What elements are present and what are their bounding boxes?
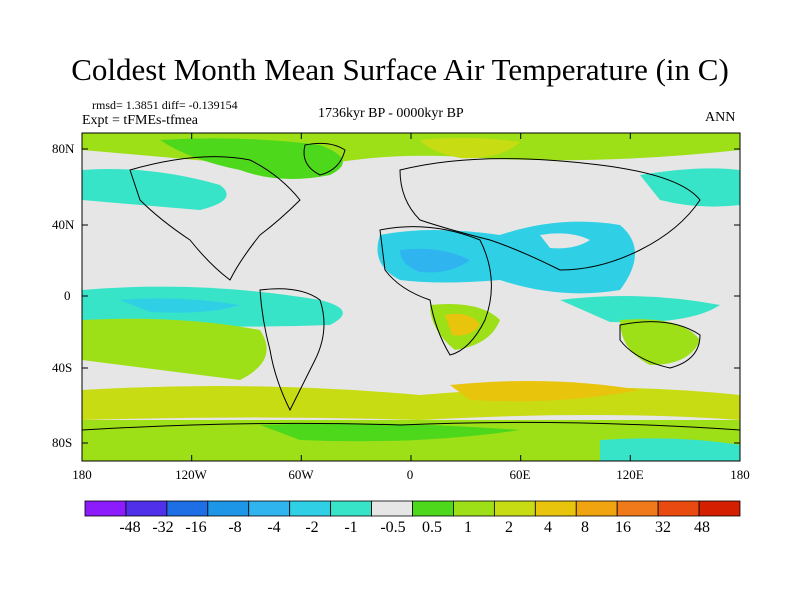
southern-africa-hotspot — [445, 313, 480, 336]
colorbar-label: 32 — [655, 519, 671, 536]
colorbar-label: -2 — [305, 519, 319, 536]
experiment-label: Expt = tFMEs-tfmea — [82, 113, 198, 128]
coastlines — [82, 142, 740, 431]
colorbar — [84, 500, 741, 517]
lat-tick-label: 40S — [52, 360, 73, 375]
colorbar-swatch — [248, 500, 291, 517]
south-america-outline — [259, 288, 325, 412]
antarctic-cold — [600, 438, 740, 461]
greenland-region — [160, 138, 343, 179]
colorbar-swatch — [657, 500, 700, 517]
colorbar-swatch — [698, 500, 741, 517]
colorbar-swatch — [125, 500, 168, 517]
north-pacific-cold — [82, 169, 227, 210]
colorbar-swatch — [207, 500, 250, 517]
colorbar-label: -8 — [228, 519, 242, 536]
west-pacific-cold — [640, 168, 740, 207]
southern-ocean-hotspot — [450, 381, 640, 402]
lat-tick-label: 40N — [52, 217, 75, 232]
season-label: ANN — [705, 110, 736, 125]
colorbar-swatch — [84, 500, 127, 517]
south-pacific-warm — [82, 318, 267, 380]
colorbar-label: 0.5 — [422, 519, 442, 536]
antarctica-outline — [82, 421, 740, 431]
colorbar-label: 2 — [505, 519, 513, 536]
greenland-outline — [303, 142, 346, 176]
eurasia-outline — [399, 158, 701, 271]
lon-tick-label: 180 — [72, 467, 92, 482]
tibet-neutral — [540, 233, 590, 249]
colorbar-swatch — [330, 500, 372, 517]
lat-tick-label: 0 — [64, 288, 71, 303]
colorbar-label: -0.5 — [380, 519, 406, 536]
colorbar-label: -48 — [119, 519, 141, 536]
lon-tick-label: 60E — [509, 467, 531, 482]
colorbar-label: -4 — [267, 519, 281, 536]
lat-tick-label: 80S — [52, 435, 73, 450]
period-label: 1736kyr BP - 0000kyr BP — [318, 106, 464, 121]
lon-tick-label: 180 — [730, 467, 750, 482]
lat-tick-label: 80N — [52, 141, 75, 156]
colorbar-label: 1 — [464, 519, 472, 536]
sahara-colder — [400, 248, 470, 273]
colorbar-label: -1 — [344, 519, 358, 536]
colorbar-swatch — [575, 500, 618, 517]
colorbar-swatch — [412, 500, 454, 517]
lon-tick-label: 0 — [406, 467, 414, 482]
colorbar-swatch — [371, 500, 413, 517]
antarctica-band — [82, 420, 740, 461]
colorbar-swatch — [166, 500, 209, 517]
axis-ticks — [81, 133, 741, 461]
colorbar-label: -32 — [152, 519, 174, 536]
africa-outline — [379, 226, 492, 356]
colorbar-swatch — [289, 500, 332, 517]
north-america-outline — [129, 156, 301, 281]
colorbar-label: 16 — [615, 519, 631, 536]
colorbar-swatch — [534, 500, 577, 517]
australia-warm — [620, 319, 700, 365]
colorbar-label: -16 — [185, 519, 207, 536]
map-field — [82, 133, 740, 461]
colorbar-swatch — [493, 500, 536, 517]
colorbar-swatch — [453, 500, 495, 517]
colorbar-label: 48 — [694, 519, 710, 536]
barents-region — [420, 137, 520, 159]
lon-tick-label: 60W — [288, 467, 314, 482]
colorbar-label: 4 — [544, 519, 552, 536]
lon-tick-label: 120E — [616, 467, 644, 482]
colorbar-label: 8 — [581, 519, 589, 536]
antarctic-coast — [260, 423, 520, 442]
colorbar-swatch — [616, 500, 659, 517]
equatorial-pacific-colder — [120, 298, 240, 313]
stats-text: rmsd= 1.3851 diff= -0.139154 — [92, 98, 238, 112]
indian-ocean-cold — [560, 296, 720, 323]
australia-outline — [619, 321, 701, 369]
plot-title: Coldest Month Mean Surface Air Temperatu… — [71, 52, 729, 87]
lon-tick-label: 120W — [175, 467, 207, 482]
